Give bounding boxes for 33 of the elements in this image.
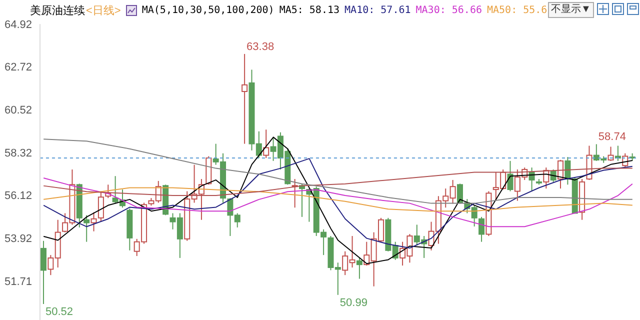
- y-tick-label: 58.32: [4, 147, 32, 160]
- candlestick: [263, 129, 270, 158]
- candlestick: [550, 168, 556, 182]
- text: MA5: 58.13: [279, 5, 340, 16]
- text: MA(5,10,30,50,100,200): [142, 5, 274, 16]
- text: MA50: 55.6: [487, 5, 548, 16]
- y-tick-label: 51.71: [4, 276, 32, 288]
- candlestick: [507, 160, 514, 192]
- candlestick: [614, 145, 621, 162]
- annotation: 50.99: [340, 296, 368, 309]
- annotation: 58.74: [598, 131, 626, 144]
- candlestick: [242, 53, 248, 144]
- text: 不显示▼: [548, 2, 594, 18]
- candlestick: [478, 216, 485, 242]
- text: MA30: 56.66: [416, 5, 482, 16]
- candlestick: [40, 240, 46, 305]
- line-series: [43, 178, 633, 228]
- y-tick-label: 64.92: [4, 18, 32, 31]
- candlestick: [90, 212, 97, 232]
- y-tick-label: 53.92: [4, 232, 32, 245]
- chart-title: 美原油连续: [30, 4, 85, 18]
- text: MA10: 57.61: [344, 5, 411, 16]
- y-tick-label: 56.12: [4, 190, 32, 202]
- line-series: [43, 138, 633, 204]
- annotation: 63.38: [246, 40, 274, 53]
- y-tick-label: 60.52: [4, 104, 32, 116]
- candlestick: [356, 257, 362, 280]
- y-tick-label: 62.72: [4, 62, 32, 74]
- candlestick: [98, 190, 104, 222]
- annotation: 50.52: [46, 306, 74, 318]
- chart-subtitle: <日线>: [86, 4, 121, 18]
- candlestick: [84, 214, 90, 242]
- candlestick: [608, 146, 614, 162]
